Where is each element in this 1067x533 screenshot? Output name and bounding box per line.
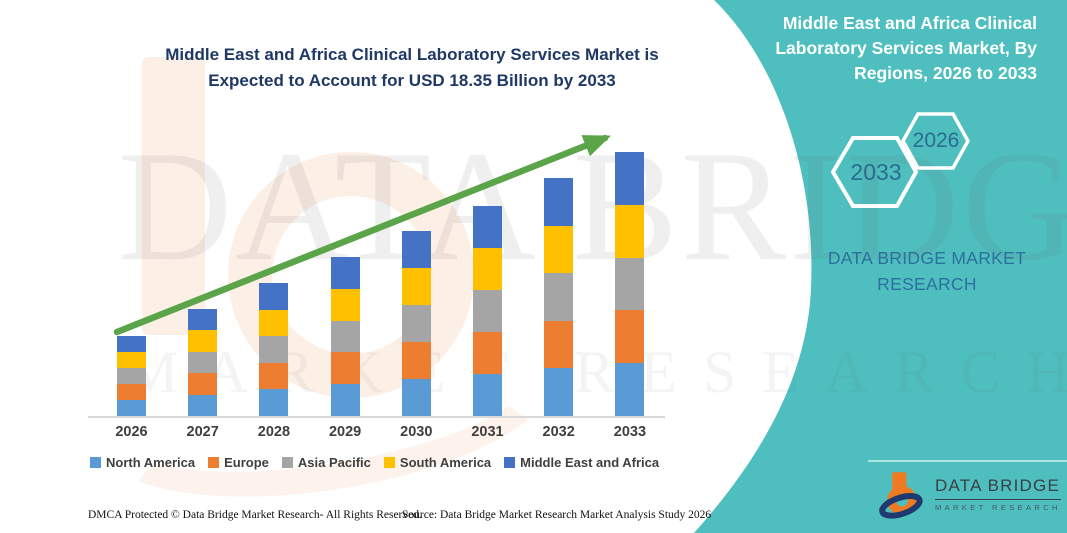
bar-segment-south-america-2033 [615, 204, 645, 258]
bar-segment-asia-pacific-2027 [188, 351, 218, 374]
bar-segment-europe-2031 [473, 332, 502, 374]
bar-segment-north-america-2028 [259, 389, 289, 416]
brand-name: DATA BRIDGE MARKET RESEARCH [817, 245, 1037, 298]
databridge-b-icon [879, 472, 923, 519]
legend-label: Middle East and Africa [520, 455, 660, 470]
x-axis-line [88, 416, 665, 418]
logo-title: DATA BRIDGE [935, 469, 1061, 500]
legend-swatch [281, 457, 293, 468]
bar-segment-north-america-2026 [117, 400, 146, 416]
x-axis-label-2032: 2032 [542, 424, 575, 440]
legend-swatch [208, 457, 220, 468]
legend-item-north-america: North America [90, 455, 195, 470]
bar-segment-north-america-2027 [188, 394, 218, 416]
bar-segment-north-america-2031 [473, 374, 502, 416]
x-axis-label-2029: 2029 [328, 424, 362, 440]
logo-divider [868, 460, 1067, 462]
legend-swatch [504, 457, 516, 468]
bar-segment-europe-2026 [117, 384, 146, 400]
x-axis-label-2031: 2031 [471, 424, 504, 440]
legend-label: Asia Pacific [297, 455, 371, 470]
source-note: Source: Data Bridge Market Research Mark… [402, 509, 712, 521]
bar-segment-europe-2033 [615, 310, 645, 364]
legend-swatch [383, 457, 395, 468]
brand-name-line2: RESEARCH [877, 274, 977, 295]
hexagon-year-2033: 2033 [850, 159, 902, 185]
brand-name-line1: DATA BRIDGE MARKET [827, 248, 1027, 268]
legend-swatch [90, 457, 101, 468]
bar-segment-north-america-2029 [330, 384, 360, 416]
logo-subtitle: MARKET RESEARCH [935, 503, 1061, 512]
chart-title-line1: Middle East and Africa Clinical Laborato… [165, 45, 659, 64]
x-axis-label-2027: 2027 [186, 424, 219, 440]
side-panel-title-line2: Laboratory Services Market, By [775, 37, 1037, 58]
bar-segment-north-america-2030 [401, 379, 431, 416]
x-axis-label-2030: 2030 [400, 424, 433, 440]
legend-item-asia-pacific: Asia Pacific [281, 455, 371, 470]
x-axis-label-2028: 2028 [257, 424, 291, 440]
logo-text: DATA BRIDGE MARKET RESEARCH [935, 469, 1061, 512]
side-panel-title-line1: Middle East and Africa Clinical [782, 13, 1037, 33]
x-axis-label-2033: 2033 [613, 424, 647, 440]
company-logo: DATA BRIDGE MARKET RESEARCH [877, 469, 1061, 521]
legend-item-europe: Europe [208, 455, 269, 470]
x-axis-label-2026: 2026 [115, 424, 148, 440]
legend-label: North America [106, 455, 196, 470]
teal-panel-shape [694, 0, 1067, 533]
bar-segment-asia-pacific-2026 [117, 368, 146, 384]
side-panel-title-line3: Regions, 2026 to 2033 [854, 62, 1037, 83]
legend-item-south-america: South America [383, 455, 492, 470]
bar-2026 [117, 336, 146, 416]
bar-segment-europe-2029 [330, 352, 360, 385]
bar-segment-middle-east-and-africa-2026 [117, 336, 146, 352]
side-panel-title: Middle East and Africa Clinical Laborato… [770, 11, 1037, 86]
legend-label: Europe [224, 455, 269, 470]
dmca-notice: DMCA Protected © Data Bridge Market Rese… [88, 509, 422, 521]
bar-segment-asia-pacific-2033 [615, 257, 645, 311]
legend-label: South America [399, 455, 492, 470]
bar-segment-middle-east-and-africa-2033 [615, 152, 645, 205]
bar-segment-europe-2028 [259, 362, 289, 390]
legend-item-middle-east-and-africa: Middle East and Africa [504, 455, 659, 470]
bar-segment-europe-2030 [401, 342, 431, 379]
chart-title-line2: Expected to Account for USD 18.35 Billio… [208, 71, 616, 91]
bar-segment-south-america-2026 [117, 352, 146, 368]
bar-2033 [615, 152, 645, 416]
hexagon-year-2026: 2026 [912, 129, 960, 152]
chart-legend: North America Europe Asia Pacific South Ame… [90, 455, 659, 470]
bar-segment-north-america-2033 [615, 363, 645, 416]
bar-segment-north-america-2032 [544, 368, 574, 416]
bar-segment-south-america-2027 [188, 330, 218, 352]
bar-segment-asia-pacific-2028 [259, 336, 289, 363]
chart-title: Middle East and Africa Clinical Laborato… [132, 42, 692, 95]
bar-segment-europe-2027 [188, 373, 218, 395]
